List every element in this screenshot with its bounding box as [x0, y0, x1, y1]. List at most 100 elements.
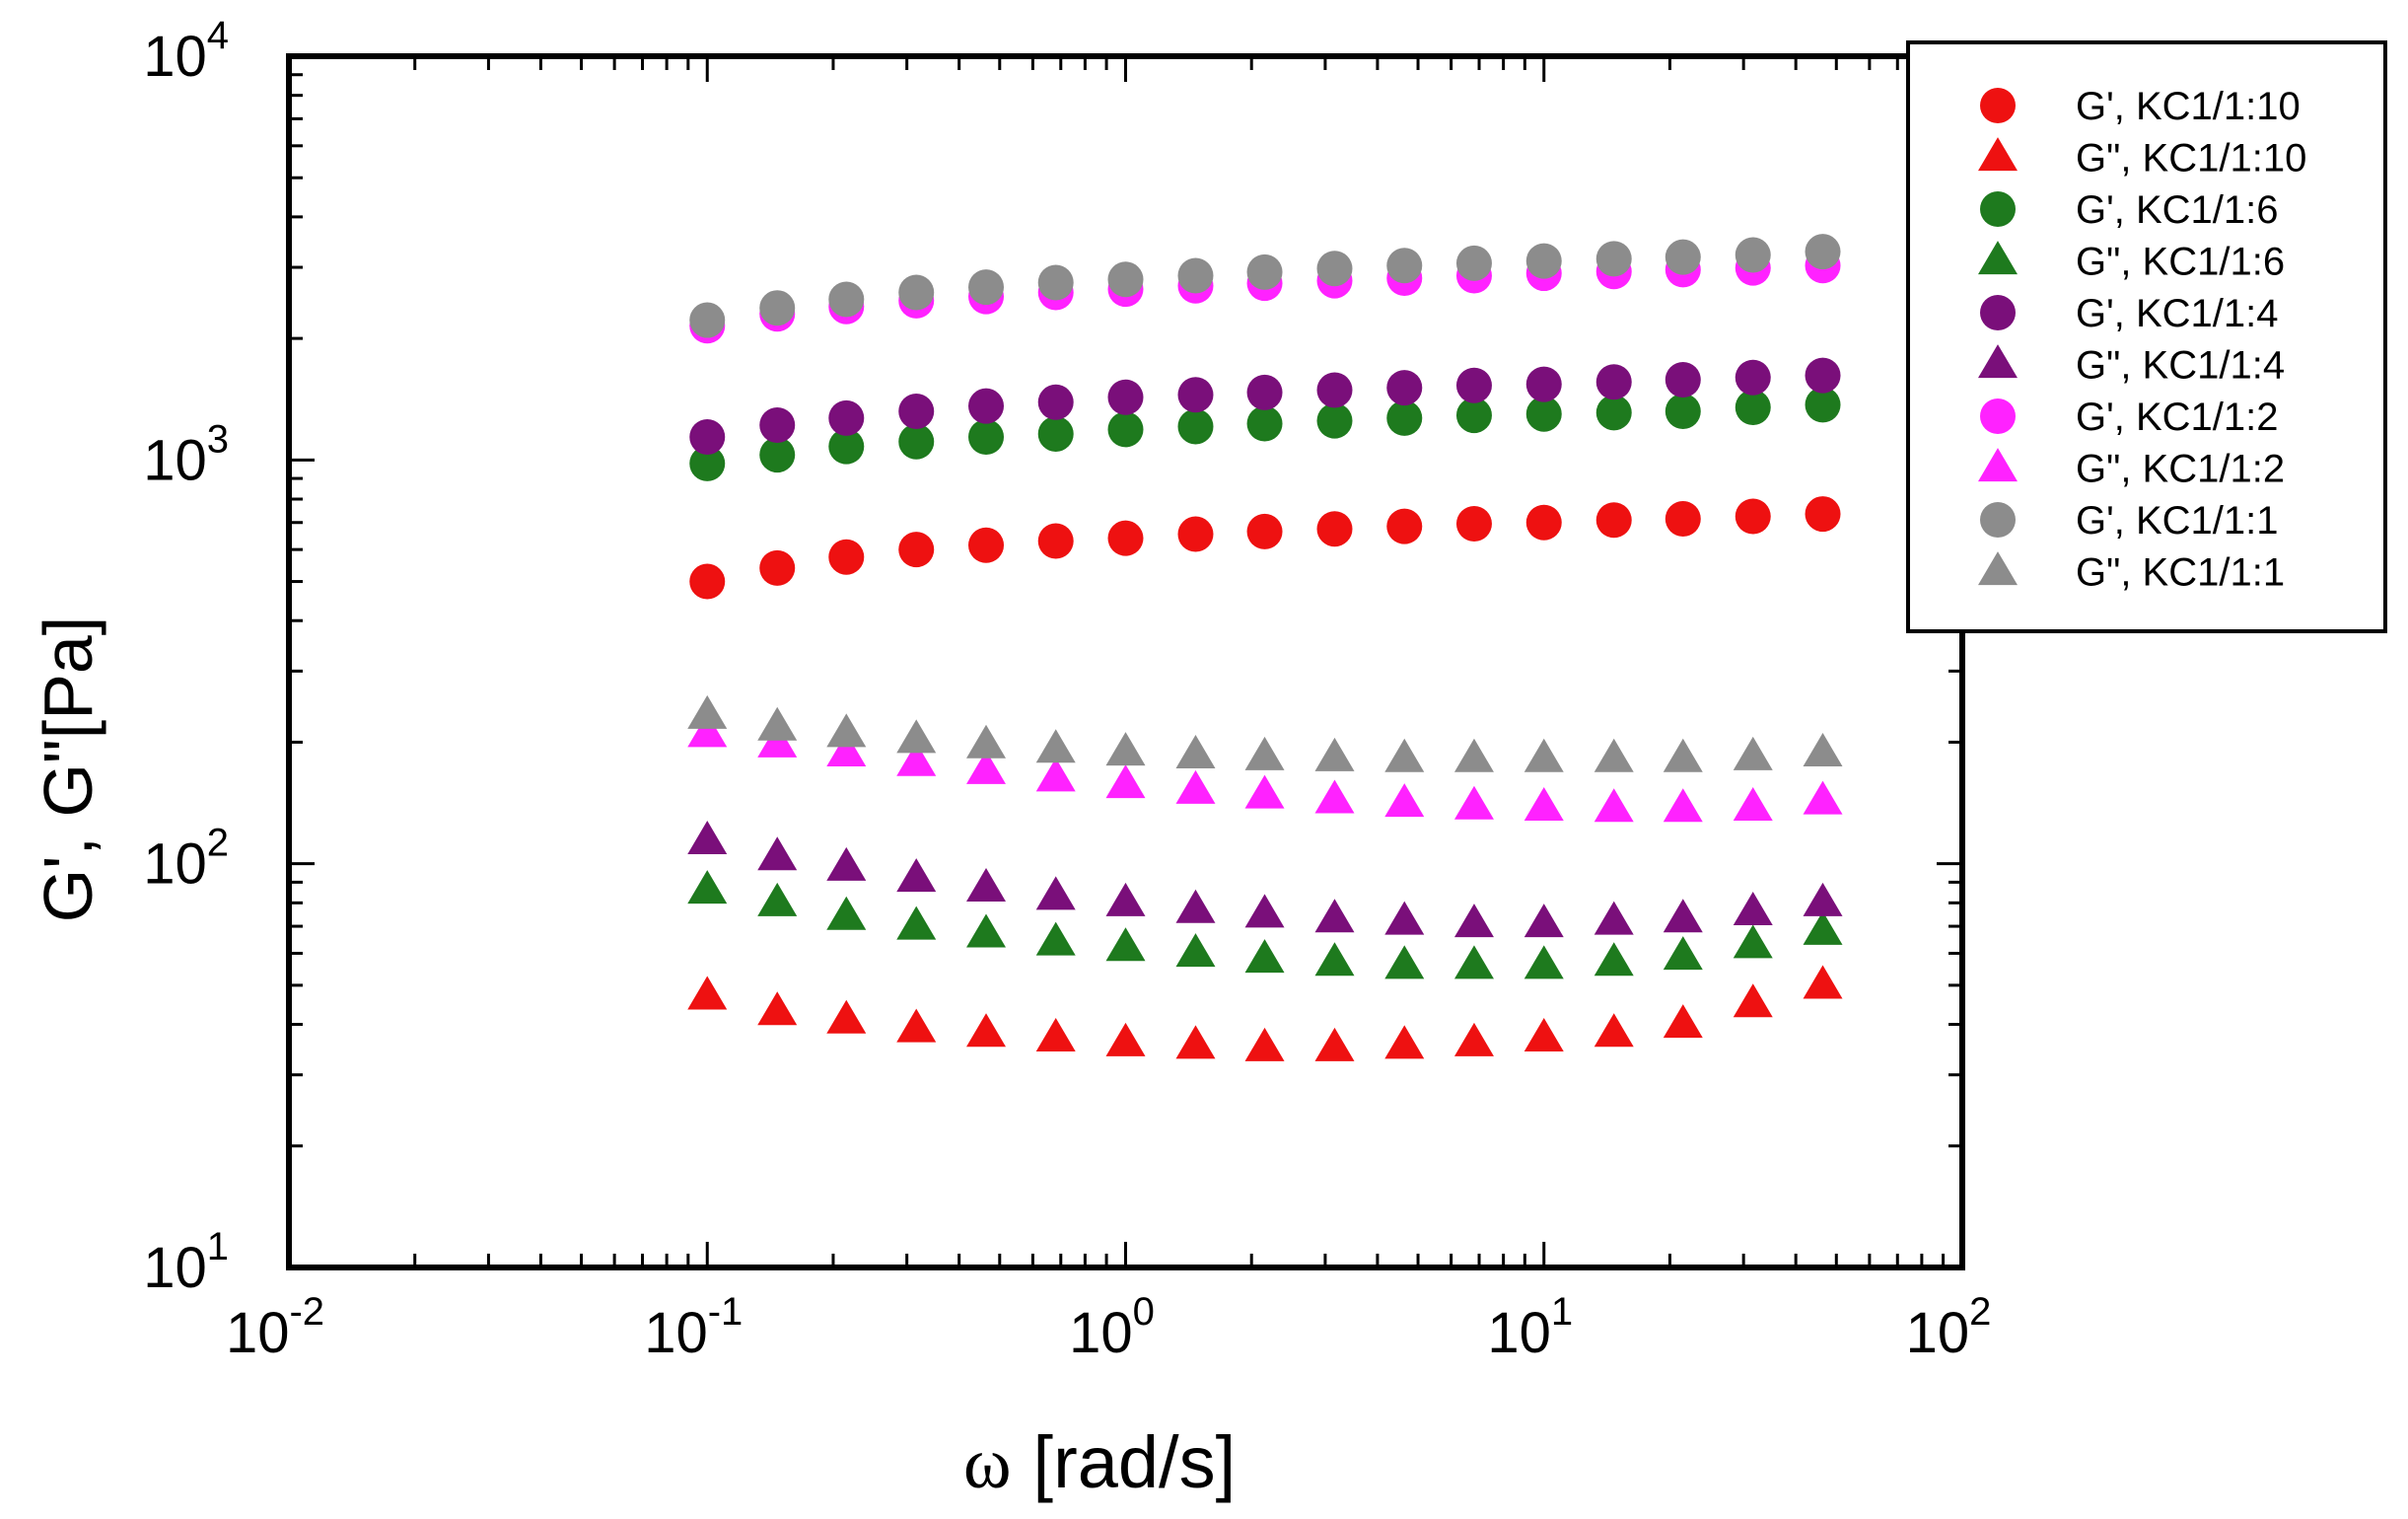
data-point-circle — [1177, 377, 1214, 413]
data-point-triangle — [687, 976, 728, 1010]
data-point-triangle — [1175, 734, 1216, 768]
x-tick-label: 100 — [1069, 1290, 1155, 1365]
y-axis-label: G', G"[Pa] — [30, 616, 106, 923]
data-point-circle — [1316, 402, 1353, 439]
series-g-kc1-1-4 — [689, 357, 1841, 456]
data-point-triangle — [1035, 921, 1076, 956]
data-point-circle — [1595, 395, 1632, 431]
data-point-triangle — [687, 713, 728, 748]
data-point-circle — [1177, 408, 1214, 445]
data-point-circle — [1107, 520, 1144, 556]
legend: G', KC1/1:10 G", KC1/1:10 G', KC1/1:6 G", K… — [1906, 40, 2387, 633]
data-point-circle — [1455, 367, 1492, 403]
data-point-circle — [828, 539, 865, 575]
data-point-circle — [968, 269, 1005, 306]
data-point-triangle — [1523, 945, 1564, 979]
data-point-circle — [1664, 500, 1701, 537]
data-point-circle — [1595, 241, 1632, 277]
data-point-circle — [1664, 393, 1701, 429]
data-point-triangle — [1803, 780, 1843, 815]
data-point-triangle — [1105, 882, 1146, 916]
legend-label: G", KC1/1:10 — [2076, 137, 2306, 181]
data-point-triangle — [1314, 1027, 1355, 1061]
data-point-triangle — [1384, 1025, 1425, 1059]
y-tick-label: 104 — [143, 14, 229, 89]
legend-marker — [1978, 448, 2018, 482]
data-point-circle — [1805, 496, 1841, 533]
legend-marker — [1978, 241, 2018, 275]
data-point-triangle — [1663, 1004, 1703, 1039]
data-point-circle — [1595, 502, 1632, 539]
data-point-triangle — [826, 846, 867, 881]
data-point-triangle — [1384, 783, 1425, 818]
data-point-triangle — [896, 905, 937, 940]
data-point-triangle — [1803, 965, 1843, 999]
plot-area — [286, 53, 1965, 1270]
data-point-triangle — [757, 723, 798, 758]
data-point-triangle — [1244, 894, 1285, 928]
data-point-triangle — [1314, 779, 1355, 814]
data-point-triangle — [1244, 939, 1285, 974]
series-g-kc1-1-6 — [689, 387, 1841, 481]
data-point-circle — [1525, 243, 1562, 279]
data-point-circle — [1455, 506, 1492, 542]
data-point-circle — [759, 549, 796, 586]
data-point-circle — [1246, 253, 1283, 290]
data-point-circle — [1037, 384, 1074, 420]
data-point-triangle — [1175, 769, 1216, 804]
data-point-triangle — [1035, 876, 1076, 910]
data-point-triangle — [826, 713, 867, 748]
data-point-triangle — [826, 896, 867, 930]
data-point-circle — [1177, 257, 1214, 294]
data-point-triangle — [1663, 899, 1703, 933]
data-point-triangle — [1594, 1013, 1634, 1048]
data-point-circle — [1805, 234, 1841, 270]
data-point-triangle — [1733, 892, 1773, 926]
legend-label: G", KC1/1:6 — [2076, 241, 2285, 284]
data-point-triangle — [966, 913, 1007, 948]
data-point-circle — [1525, 366, 1562, 402]
x-tick-label: 10-2 — [226, 1290, 324, 1365]
data-point-circle — [898, 274, 935, 311]
data-point-triangle — [1594, 901, 1634, 935]
data-point-triangle — [1105, 927, 1146, 962]
omega-symbol: ω — [963, 1423, 1012, 1504]
data-point-triangle — [966, 724, 1007, 759]
data-point-circle — [689, 563, 726, 600]
data-point-circle — [1525, 396, 1562, 432]
data-point-circle — [1664, 362, 1701, 398]
data-point-triangle — [966, 868, 1007, 903]
data-point-triangle — [1384, 738, 1425, 772]
data-point-circle — [1735, 237, 1771, 273]
data-point-circle — [898, 532, 935, 568]
data-point-triangle — [1663, 738, 1703, 772]
x-tick-label: 102 — [1906, 1290, 1992, 1365]
data-point-triangle — [1453, 945, 1494, 979]
data-point-triangle — [1035, 729, 1076, 763]
data-point-circle — [1525, 504, 1562, 541]
data-point-circle — [689, 445, 726, 481]
data-point-triangle — [1594, 738, 1634, 772]
legend-box — [1906, 40, 2387, 633]
data-point-triangle — [1035, 758, 1076, 792]
legend-marker — [1978, 344, 2018, 379]
data-point-circle — [1595, 364, 1632, 400]
data-point-triangle — [1733, 787, 1773, 822]
data-point-triangle — [1384, 901, 1425, 935]
x-axis-label-text: [rad/s] — [1033, 1421, 1237, 1503]
legend-label: G', KC1/1:6 — [2076, 188, 2279, 232]
data-point-circle — [1107, 411, 1144, 448]
data-point-circle — [759, 437, 796, 473]
data-point-triangle — [896, 1008, 937, 1043]
data-point-triangle — [1803, 882, 1843, 916]
data-point-triangle — [896, 742, 937, 776]
data-point-circle — [1316, 511, 1353, 547]
data-point-triangle — [1453, 1022, 1494, 1056]
data-point-circle — [1805, 387, 1841, 423]
series-g-kc1-1-1 — [689, 234, 1841, 338]
data-point-triangle — [1733, 924, 1773, 959]
data-point-triangle — [757, 836, 798, 871]
data-point-triangle — [757, 991, 798, 1026]
data-point-triangle — [757, 882, 798, 916]
